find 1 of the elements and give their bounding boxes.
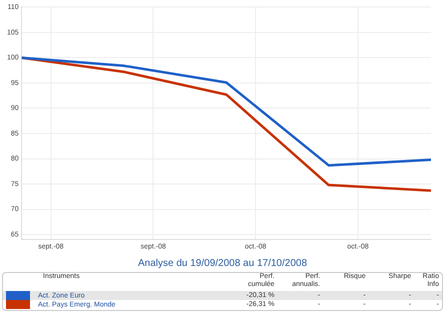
text: Analyse du 19/09/2008 au 17/10/2008: [136, 258, 308, 269]
